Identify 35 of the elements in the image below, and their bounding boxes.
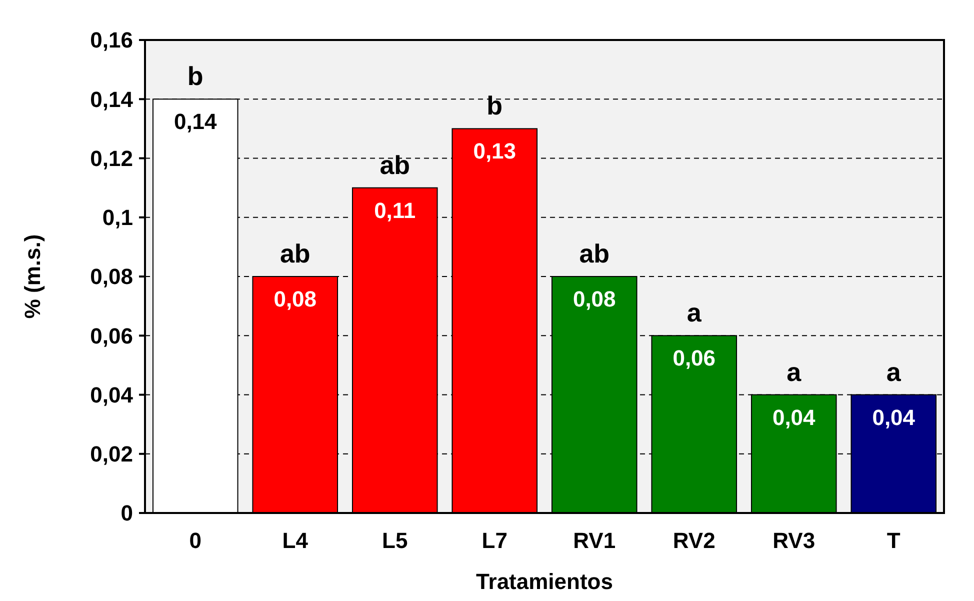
y-tick-label: 0,1 [102, 205, 133, 230]
x-tick-label: L4 [282, 528, 309, 553]
annotation: ab [579, 238, 610, 268]
annotation: a [786, 356, 802, 387]
y-tick-label: 0,08 [90, 264, 133, 290]
y-tick-label: 0,12 [90, 146, 133, 171]
annotation: ab [380, 150, 410, 180]
data-label: 0,04 [772, 404, 816, 430]
x-tick-label: T [886, 528, 901, 553]
data-label: 0,08 [274, 286, 317, 312]
annotation: a [886, 356, 902, 387]
y-tick-label: 0,02 [90, 442, 133, 467]
annotation: ab [280, 238, 310, 268]
y-tick-label: 0,14 [90, 86, 134, 112]
y-tick-label: 0,04 [90, 382, 134, 408]
data-label: 0,13 [473, 138, 516, 164]
x-axis-title: Tratamientos [476, 569, 613, 594]
y-tick-label: 0,06 [90, 323, 133, 348]
x-tick-label: RV3 [772, 528, 816, 553]
data-label: 0,11 [374, 198, 416, 223]
data-label: 0,08 [572, 286, 616, 312]
data-label: 0,04 [872, 404, 916, 430]
data-label: 0,06 [672, 346, 716, 371]
x-tick-label: L5 [382, 528, 408, 553]
x-tick-label: L7 [482, 528, 508, 553]
y-tick-label: 0,16 [90, 28, 133, 53]
annotation: a [686, 298, 702, 328]
annotation: b [187, 61, 204, 92]
x-tick-label: 0 [189, 528, 202, 553]
x-tick-label: RV2 [672, 528, 716, 553]
y-axis-title: % (m.s.) [20, 234, 45, 319]
x-tick-label: RV1 [573, 528, 616, 553]
data-label: 0,14 [174, 109, 218, 134]
y-tick-label: 0 [120, 500, 133, 526]
annotation: b [486, 90, 503, 121]
